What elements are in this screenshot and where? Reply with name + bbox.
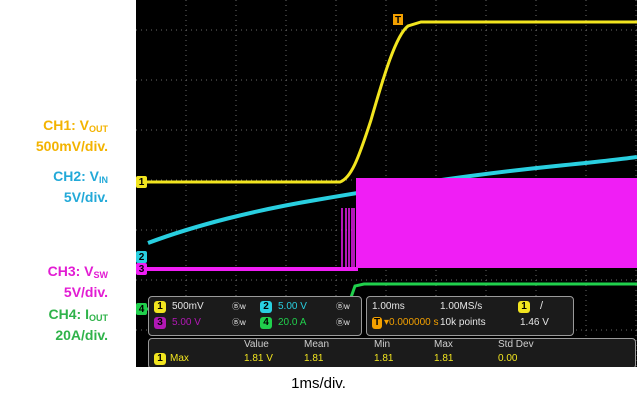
meas-row-label: Max (170, 353, 189, 364)
trigger-position-icon: T (372, 317, 382, 329)
ch3-badge: 3 (154, 317, 166, 329)
ch4-marker-label: 4 (139, 304, 145, 315)
legend-ch2-name: CH2: VIN (53, 168, 108, 185)
channel-settings[interactable] (148, 296, 362, 336)
trigger-marker-label: T (395, 15, 401, 26)
ch4-scale-readout: 20.0 A (278, 317, 307, 328)
timebase-settings[interactable] (366, 296, 574, 336)
legend-ch1-name: CH1: VOUT (43, 117, 108, 134)
legend-ch4-name: CH4: IOUT (48, 306, 108, 323)
ch3-burst-top (356, 178, 637, 210)
ch2-bw-icon: Ⓑw (336, 302, 350, 311)
legend-ch3-scale: 5V/div. (63, 284, 108, 300)
readout-panel: 1 500mV Ⓑw 2 5.00 V Ⓑw 3 5.00 V Ⓑw 4 20.… (148, 296, 637, 367)
ch1-marker-label: 1 (139, 177, 145, 188)
ch1-trace (140, 20, 637, 184)
trigger-marker[interactable]: T (393, 14, 403, 26)
trigger-slope-icon: / (540, 300, 544, 312)
meas-header-stddev: Std Dev (498, 339, 534, 350)
ch3-pre-pulses (341, 208, 355, 270)
legend-ch3-name: CH3: VSW (47, 263, 108, 280)
ch1-badge: 1 (154, 301, 166, 313)
meas-row-max: 1.81 (434, 353, 454, 364)
meas-row-min: 1.81 (374, 353, 394, 364)
trigger-level-readout: 1.46 V (520, 317, 549, 328)
ch2-badge: 2 (260, 301, 272, 313)
legend-ch4: CH4: IOUT 20A/div. (0, 306, 108, 344)
trigger-source-badge: 1 (518, 301, 530, 313)
timebase-readout: 1.00ms (372, 301, 405, 312)
meas-header-max: Max (434, 339, 453, 350)
ch2-scale-readout: 5.00 V (278, 301, 307, 312)
legend-ch2-scale: 5V/div. (63, 189, 108, 205)
legend-ch2: CH2: VIN 5V/div. (0, 168, 108, 206)
legend-ch4-scale: 20A/div. (55, 327, 108, 343)
ch4-marker[interactable]: 4 (136, 303, 147, 315)
legend-ch1: CH1: VOUT 500mV/div. (0, 117, 108, 155)
meas-header-mean: Mean (304, 339, 330, 350)
meas-row-ch-badge: 1 (154, 353, 166, 365)
meas-header-value: Value (244, 339, 269, 350)
ch3-bw-icon: Ⓑw (232, 318, 246, 327)
scope-screen: T 1 2 3 4 1 500mV Ⓑw 2 5.00 V Ⓑw 3 5.00 … (136, 0, 637, 367)
timebase-caption: 1ms/div. (291, 375, 346, 392)
ch4-badge: 4 (260, 317, 272, 329)
ch3-marker[interactable]: 3 (136, 263, 147, 275)
sample-rate-readout: 1.00MS/s (440, 301, 483, 312)
ch1-marker[interactable]: 1 (136, 176, 147, 188)
ch4-bw-icon: Ⓑw (336, 318, 350, 327)
meas-row-stddev: 0.00 (498, 353, 518, 364)
meas-header-min: Min (374, 339, 391, 350)
ch1-bw-icon: Ⓑw (232, 302, 246, 311)
meas-row-mean: 1.81 (304, 353, 324, 364)
legend-ch3: CH3: VSW 5V/div. (0, 263, 108, 301)
ch2-marker[interactable]: 2 (136, 251, 147, 263)
ch3-scale-readout: 5.00 V (172, 317, 201, 328)
trigger-delay-readout: ▾0.000000 s (384, 317, 439, 328)
legend-ch1-scale: 500mV/div. (35, 138, 108, 154)
meas-row-value: 1.81 V (244, 353, 273, 364)
waveform-display: T 1 2 3 4 (136, 0, 637, 367)
ch3-marker-label: 3 (139, 264, 145, 275)
ch1-scale-readout: 500mV (172, 301, 204, 312)
measurement-table[interactable] (148, 338, 636, 367)
record-length-readout: 10k points (440, 317, 486, 328)
ch2-marker-label: 2 (139, 252, 145, 263)
